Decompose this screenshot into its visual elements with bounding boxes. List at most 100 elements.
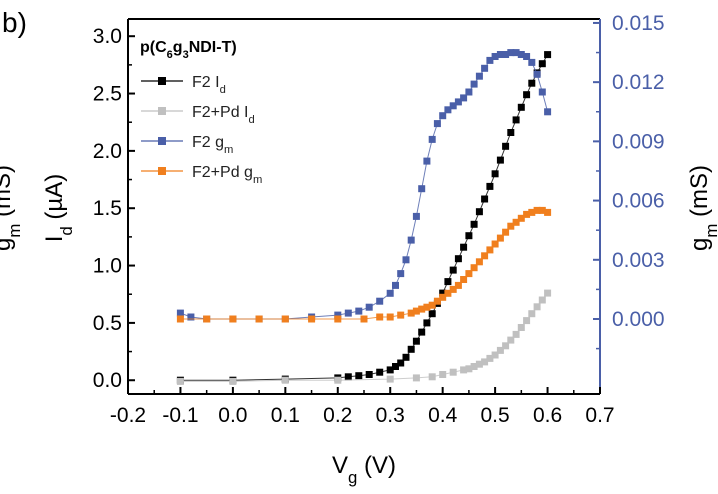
data-point	[491, 53, 499, 60]
data-point	[334, 311, 342, 319]
data-point	[444, 289, 452, 297]
series-2	[176, 49, 552, 323]
data-point	[229, 315, 237, 323]
data-point	[397, 311, 405, 319]
data-point	[376, 368, 384, 376]
legend-entry: F2+Pd Id	[141, 104, 255, 126]
data-point	[517, 324, 525, 331]
data-point	[229, 377, 237, 385]
data-point	[308, 315, 316, 323]
data-point	[365, 371, 373, 378]
y-right-tick-label: 0.012	[612, 71, 665, 94]
left-clipped-axis-label: gm (mS)	[0, 165, 24, 251]
panel-label: b)	[2, 7, 27, 38]
data-point	[176, 315, 184, 323]
data-point	[533, 303, 541, 311]
data-point	[281, 315, 289, 323]
data-point	[460, 94, 468, 102]
data-point	[176, 309, 184, 317]
data-point	[491, 170, 499, 178]
data-point	[475, 208, 483, 216]
y-right-tick-label: 0.015	[612, 12, 665, 35]
data-point	[502, 142, 510, 150]
legend-entry: F2+Pd gm	[141, 164, 262, 186]
data-point	[386, 366, 394, 374]
y-left-tick-label: 2.5	[93, 83, 122, 106]
data-point	[512, 330, 520, 338]
data-point	[376, 313, 384, 321]
data-point	[412, 212, 420, 220]
data-point	[187, 313, 195, 321]
data-point	[355, 372, 363, 380]
data-point	[428, 301, 436, 309]
y-left-tick-label: 3.0	[93, 25, 122, 48]
data-point	[538, 206, 546, 214]
data-point	[449, 102, 457, 110]
y-right-tick-label: 0.003	[612, 249, 665, 272]
x-tick-label: 0.3	[376, 404, 405, 427]
data-point	[533, 70, 541, 78]
series-line	[180, 209, 548, 320]
data-point	[465, 365, 473, 373]
legend: p(C6g3NDI-T) F2 Id F2+Pd Id F2 gm F2+Pd gm	[140, 39, 262, 186]
x-tick-label: 0.2	[323, 404, 352, 427]
data-point	[281, 376, 289, 384]
legend-marker	[158, 137, 166, 145]
data-point	[454, 281, 462, 289]
data-point	[496, 234, 504, 242]
data-point	[203, 315, 211, 323]
data-point	[517, 214, 525, 222]
data-point	[523, 91, 531, 99]
y-left-tick-label: 1.5	[93, 197, 122, 220]
data-point	[433, 120, 441, 128]
y-right-axis-title: gm (mS)	[686, 165, 718, 251]
data-point	[439, 289, 447, 297]
data-point	[517, 103, 525, 111]
data-point	[454, 98, 462, 106]
data-point	[386, 289, 394, 297]
data-point	[486, 56, 494, 64]
data-point	[428, 310, 436, 318]
data-point	[428, 373, 436, 381]
y-left-tick-label: 1.0	[93, 255, 122, 278]
data-point	[481, 252, 489, 260]
y-left-axis-title: Id (µA)	[41, 174, 76, 243]
data-point	[439, 293, 447, 301]
x-tick-label: 0.1	[271, 404, 300, 427]
data-point	[418, 185, 426, 193]
data-point	[475, 258, 483, 266]
data-point	[465, 232, 473, 240]
x-tick-label: -0.1	[162, 404, 198, 427]
data-point	[544, 108, 552, 116]
data-point	[528, 79, 536, 87]
data-point	[486, 354, 494, 362]
data-point	[507, 336, 515, 344]
data-point	[176, 377, 184, 385]
data-point	[470, 363, 478, 370]
data-point	[418, 305, 426, 313]
data-point	[512, 49, 520, 57]
data-point	[528, 58, 536, 66]
data-point	[544, 51, 552, 59]
data-point	[528, 208, 536, 216]
data-point	[433, 297, 441, 305]
data-point	[397, 270, 405, 278]
data-point	[517, 51, 525, 58]
data-point	[538, 88, 546, 96]
legend-label: F2+Pd Id	[192, 104, 255, 126]
data-point	[255, 315, 263, 323]
x-tick-label: 0.4	[428, 404, 458, 427]
data-point	[386, 375, 394, 383]
data-point	[507, 49, 515, 57]
series-3	[176, 206, 552, 323]
legend-marker	[158, 77, 166, 85]
data-point	[412, 374, 420, 382]
data-point	[533, 206, 541, 214]
data-point	[344, 309, 352, 317]
data-point	[423, 157, 431, 165]
data-point	[512, 218, 520, 226]
data-point	[465, 270, 473, 278]
data-point	[491, 240, 499, 248]
